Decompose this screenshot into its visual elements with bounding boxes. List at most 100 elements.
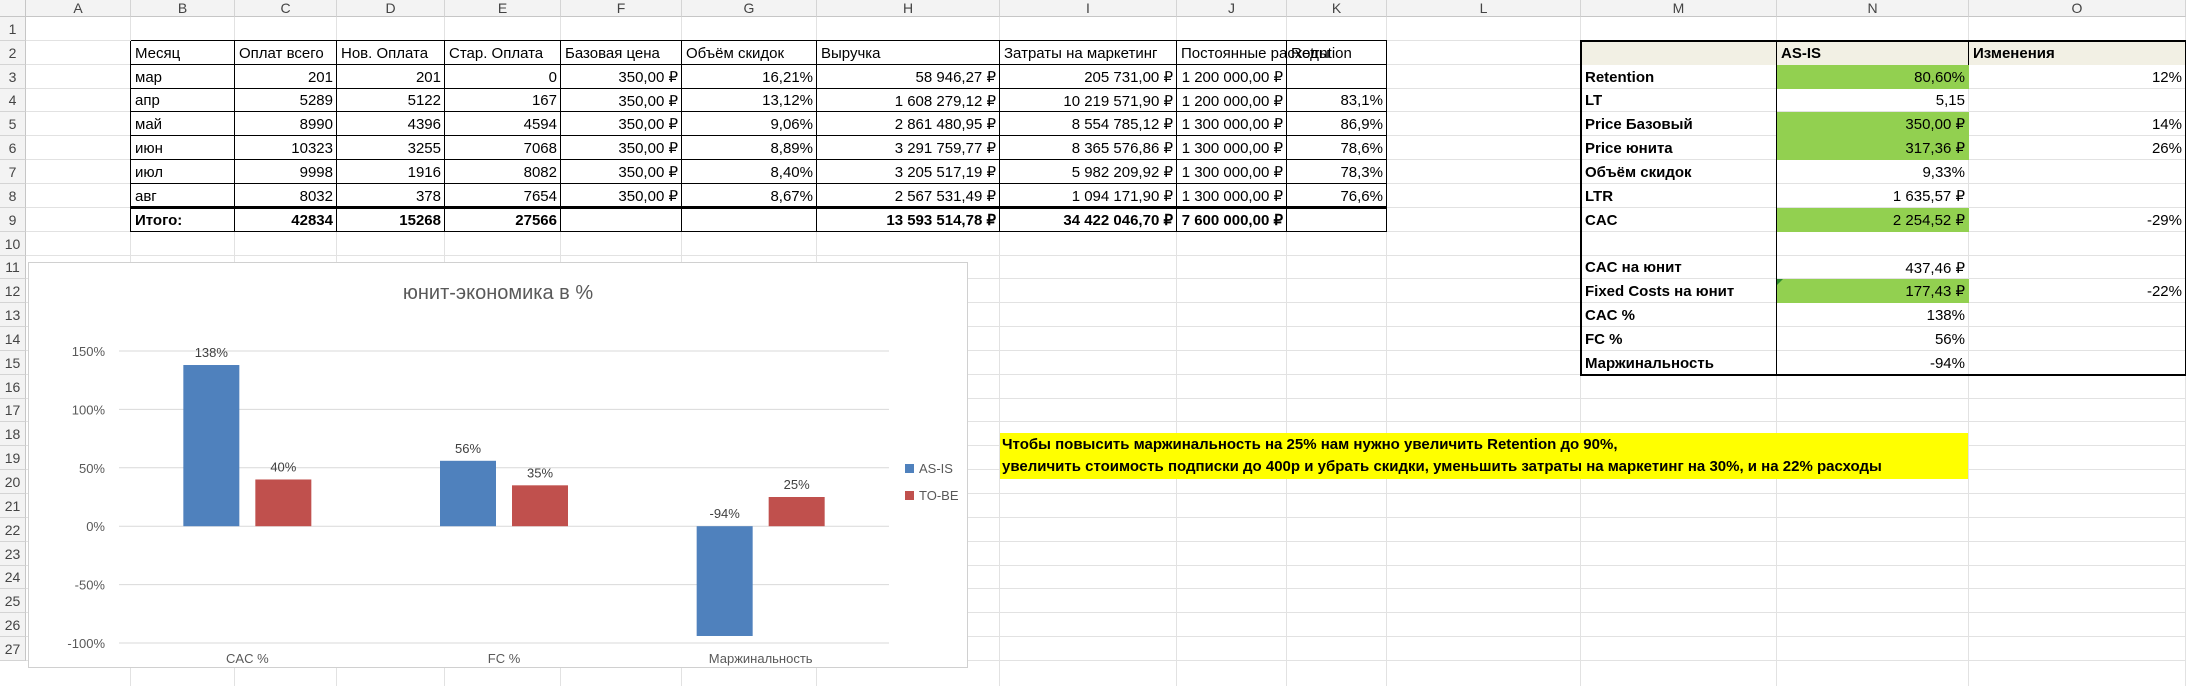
table-cell[interactable]: 1 200 000,00 ₽	[1181, 69, 1283, 86]
table-cell[interactable]: 86,9%	[1340, 115, 1383, 133]
table-cell[interactable]: 1 200 000,00 ₽	[1181, 92, 1283, 110]
column-header[interactable]: J	[1177, 0, 1287, 17]
row-header[interactable]: 14	[0, 327, 26, 351]
table-cell[interactable]: 83,1%	[1340, 92, 1383, 109]
table-cell[interactable]: 350,00 ₽	[618, 164, 678, 181]
column-header[interactable]: E	[445, 0, 561, 17]
metric-label[interactable]: CAC на юнит	[1585, 259, 1682, 276]
table-cell[interactable]: 58 946,27 ₽	[915, 69, 996, 86]
row-header[interactable]: 19	[0, 446, 26, 470]
metric-value[interactable]: 80,60%	[1777, 65, 1969, 89]
row-header[interactable]: 8	[0, 184, 26, 208]
metric-value[interactable]	[1969, 232, 2186, 256]
metric-value[interactable]	[1969, 256, 2186, 279]
metric-label[interactable]: Fixed Costs на юнит	[1585, 282, 1735, 300]
column-header[interactable]: D	[337, 0, 445, 17]
metric-value[interactable]	[1969, 303, 2186, 327]
row-header[interactable]: 17	[0, 399, 26, 422]
row-header[interactable]: 25	[0, 589, 26, 613]
table-cell[interactable]: 10323	[291, 139, 333, 157]
table-cell[interactable]: 167	[531, 92, 557, 109]
table-header-cell[interactable]: Постоянные расходы	[1181, 44, 1330, 62]
table-header-cell[interactable]: Нов. Оплата	[341, 44, 429, 62]
row-header[interactable]: 1	[0, 17, 26, 41]
total-cell[interactable]: 42834	[291, 211, 333, 229]
row-header[interactable]: 22	[0, 518, 26, 542]
row-header[interactable]: 23	[0, 542, 26, 566]
table-cell[interactable]: 3 291 759,77 ₽	[894, 140, 996, 157]
row-header[interactable]: 13	[0, 303, 26, 327]
column-header[interactable]: I	[1000, 0, 1177, 17]
column-header[interactable]: K	[1287, 0, 1387, 17]
metric-label[interactable]	[1581, 232, 1777, 256]
table-cell[interactable]: 1 300 000,00 ₽	[1181, 164, 1283, 181]
total-cell[interactable]: 7 600 000,00 ₽	[1181, 212, 1283, 229]
metric-label[interactable]: LT	[1585, 92, 1603, 109]
metric-label[interactable]: Retention	[1585, 68, 1655, 86]
table-cell[interactable]: 78,6%	[1340, 139, 1383, 157]
table-cell[interactable]: 2 567 531,49 ₽	[894, 188, 996, 205]
table-cell[interactable]: 76,6%	[1340, 187, 1383, 205]
table-cell[interactable]: 8990	[299, 115, 333, 133]
row-header[interactable]: 15	[0, 351, 26, 375]
column-header[interactable]: N	[1777, 0, 1969, 17]
table-cell[interactable]: 16,21%	[762, 68, 813, 86]
table-cell[interactable]: 8 365 576,86 ₽	[1071, 140, 1173, 157]
table-cell[interactable]: 3 205 517,19 ₽	[894, 164, 996, 181]
right-header-cell[interactable]: AS-IS	[1777, 41, 1969, 65]
table-cell[interactable]: 8,67%	[770, 187, 813, 205]
column-header[interactable]: M	[1581, 0, 1777, 17]
table-cell[interactable]: 350,00 ₽	[618, 188, 678, 205]
metric-value[interactable]	[1969, 89, 2186, 112]
metric-value[interactable]: 2 254,52 ₽	[1777, 208, 1969, 232]
column-header[interactable]: B	[131, 0, 235, 17]
table-cell[interactable]: 9,06%	[770, 115, 813, 133]
column-header[interactable]: G	[682, 0, 817, 17]
row-header[interactable]: 26	[0, 613, 26, 637]
table-cell[interactable]: 1 300 000,00 ₽	[1181, 188, 1283, 205]
metric-label[interactable]: Объём скидок	[1585, 163, 1692, 181]
row-header[interactable]: 5	[0, 112, 26, 136]
metric-value[interactable]: 138%	[1926, 306, 1965, 324]
column-header[interactable]: A	[26, 0, 131, 17]
row-header[interactable]: 18	[0, 422, 26, 446]
table-cell[interactable]: 205 731,00 ₽	[1084, 69, 1173, 86]
metric-value[interactable]: -94%	[1929, 354, 1965, 372]
metric-value[interactable]: -22%	[2146, 282, 2182, 300]
metric-value[interactable]: 14%	[2151, 115, 2182, 133]
metric-value[interactable]	[1969, 184, 2186, 208]
metric-value[interactable]: -29%	[2146, 211, 2182, 229]
table-cell[interactable]: 2 861 480,95 ₽	[894, 116, 996, 133]
total-cell[interactable]	[1287, 208, 1387, 232]
metric-value[interactable]	[1969, 160, 2186, 184]
metric-value[interactable]: 177,43 ₽	[1777, 279, 1969, 303]
metric-value[interactable]: 12%	[2151, 68, 2182, 86]
table-cell[interactable]: 5122	[407, 92, 441, 109]
table-cell[interactable]: 0	[548, 68, 557, 86]
row-header[interactable]: 10	[0, 232, 26, 256]
table-cell[interactable]: апр	[135, 92, 160, 109]
select-all-corner[interactable]	[0, 0, 26, 17]
metric-label[interactable]: FC %	[1585, 330, 1623, 348]
table-cell[interactable]: 10 219 571,90 ₽	[1063, 92, 1173, 110]
table-header-cell[interactable]: Стар. Оплата	[449, 44, 544, 62]
table-cell[interactable]: 4396	[407, 115, 441, 133]
metric-value[interactable]	[1969, 351, 2186, 375]
table-header-cell[interactable]: Затраты на маркетинг	[1004, 44, 1158, 62]
table-cell[interactable]: авг	[135, 187, 157, 205]
row-header[interactable]: 6	[0, 136, 26, 160]
table-cell[interactable]: 1 300 000,00 ₽	[1181, 140, 1283, 157]
table-header-cell[interactable]: Retrntion	[1291, 44, 1352, 62]
row-header[interactable]: 9	[0, 208, 26, 232]
column-header[interactable]: F	[561, 0, 682, 17]
metric-label[interactable]: CAC %	[1585, 306, 1636, 324]
row-header[interactable]: 21	[0, 494, 26, 518]
table-cell[interactable]: 1 300 000,00 ₽	[1181, 116, 1283, 133]
table-cell[interactable]: 7068	[523, 139, 557, 157]
column-header[interactable]: O	[1969, 0, 2186, 17]
row-header[interactable]: 16	[0, 375, 26, 399]
table-cell[interactable]: 1 608 279,12 ₽	[894, 92, 996, 110]
metric-label[interactable]: LTR	[1585, 187, 1614, 205]
total-cell[interactable]: 15268	[399, 211, 441, 229]
table-header-cell[interactable]: Месяц	[135, 44, 181, 62]
